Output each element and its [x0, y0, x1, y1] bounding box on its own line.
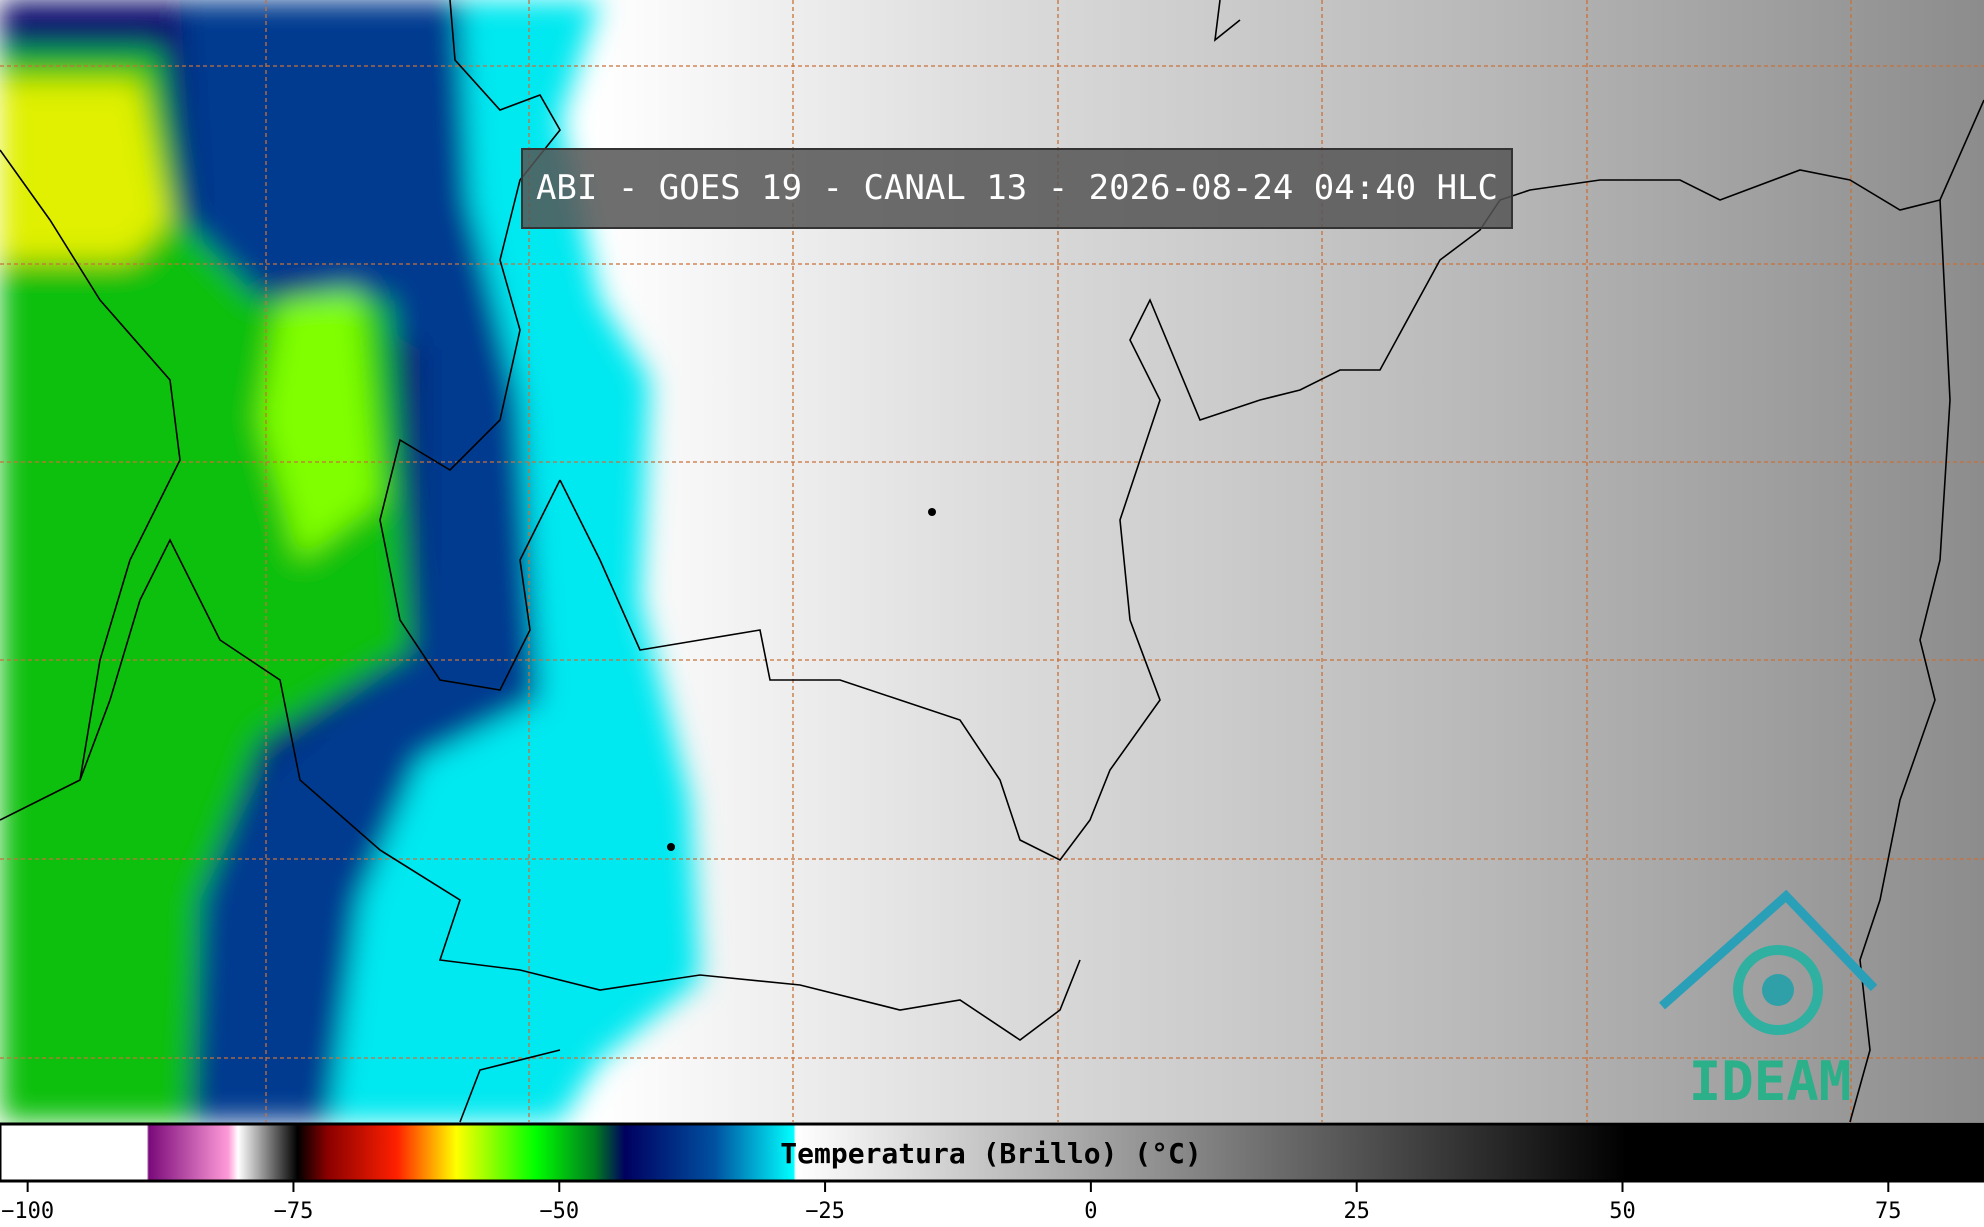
city [667, 843, 675, 851]
logo-text: IDEAM [1689, 1050, 1852, 1113]
grid [0, 0, 1984, 1122]
tick-label: 50 [1609, 1199, 1636, 1223]
tick-label: 25 [1343, 1199, 1370, 1223]
cold-clouds [0, 0, 700, 1122]
tick-label: −25 [805, 1199, 845, 1223]
title-box: ABI - GOES 19 - CANAL 13 - 2026-08-24 04… [521, 148, 1513, 229]
colorbar-label: Temperatura (Brillo) (°C) [780, 1137, 1201, 1170]
colorbar: Temperatura (Brillo) (°C) [0, 1122, 1984, 1183]
tick-label: −75 [274, 1199, 314, 1223]
title: ABI - GOES 19 - CANAL 13 - 2026-08-24 04… [536, 168, 1498, 208]
tick-label: −100 [1, 1199, 54, 1223]
tick-label: 0 [1084, 1199, 1097, 1223]
city [928, 508, 936, 516]
logo: IDEAM [1659, 889, 1878, 1113]
borders [0, 0, 1984, 1123]
tick-label: 75 [1875, 1199, 1902, 1223]
tick-label: −50 [539, 1199, 579, 1223]
